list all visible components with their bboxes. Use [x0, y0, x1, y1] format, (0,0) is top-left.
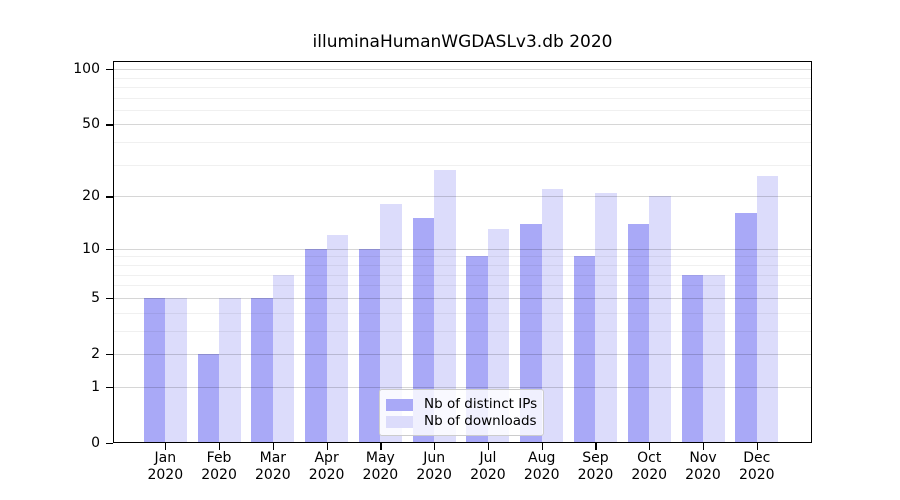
- x-tick-oct-2020: [649, 443, 651, 450]
- y-tick-label-5: 5: [91, 289, 100, 306]
- x-tick-jul-2020: [487, 443, 490, 450]
- x-tick-label-line: Sep: [582, 450, 609, 466]
- x-tick-label-line: 2020: [255, 466, 291, 483]
- y-tick-20: [106, 196, 113, 198]
- x-tick-sep-2020: [595, 443, 597, 450]
- x-tick-label-mar-2020: Mar 2020: [241, 450, 305, 483]
- x-tick-label-line: 2020: [631, 466, 668, 483]
- x-tick-label-line: Jun: [423, 450, 446, 466]
- legend: Nb of distinct IPs Nb of downloads: [379, 389, 544, 436]
- y-tick-2: [106, 353, 113, 356]
- x-tick-label-oct-2020: Oct 2020: [617, 450, 681, 483]
- legend-row-distinct-ips: Nb of distinct IPs: [386, 397, 537, 412]
- x-tick-label-sep-2020: Sep 2020: [563, 450, 627, 483]
- x-tick-dec-2020: [756, 443, 758, 450]
- x-tick-label-line: 2020: [685, 466, 721, 483]
- legend-label-downloads: Nb of downloads: [424, 413, 537, 429]
- x-tick-label-line: Mar: [259, 450, 287, 466]
- x-tick-label-line: 2020: [201, 466, 237, 483]
- y-tick-label-1: 1: [91, 378, 100, 395]
- legend-swatch-distinct-ips: [386, 398, 413, 411]
- x-tick-label-nov-2020: Nov 2020: [671, 450, 735, 483]
- x-tick-label-aug-2020: Aug 2020: [510, 450, 574, 483]
- y-tick-0: [106, 443, 113, 445]
- legend-row-downloads: Nb of downloads: [386, 414, 537, 429]
- x-tick-feb-2020: [219, 443, 221, 450]
- y-tick-label-50: 50: [82, 116, 100, 133]
- y-tick-50: [106, 124, 113, 126]
- x-tick-label-line: Apr: [314, 450, 339, 466]
- x-tick-label-line: 2020: [523, 466, 560, 483]
- x-tick-label-jul-2020: Jul 2020: [456, 450, 520, 483]
- x-tick-label-dec-2020: Dec 2020: [725, 450, 789, 483]
- x-tick-label-line: 2020: [577, 466, 614, 483]
- x-tick-label-jun-2020: Jun 2020: [402, 450, 466, 483]
- y-tick-5: [106, 297, 113, 300]
- y-tick-label-20: 20: [82, 188, 100, 205]
- plot-frame: [113, 61, 812, 443]
- y-tick-1: [106, 386, 113, 389]
- x-tick-label-line: 2020: [416, 466, 452, 483]
- x-tick-apr-2020: [326, 443, 328, 450]
- x-tick-label-line: Jan: [154, 450, 177, 466]
- legend-label-distinct-ips: Nb of distinct IPs: [424, 396, 538, 412]
- x-tick-label-line: Aug: [528, 450, 556, 466]
- x-tick-label-jan-2020: Jan 2020: [133, 450, 197, 483]
- y-tick-100: [106, 69, 113, 71]
- x-tick-nov-2020: [703, 443, 705, 450]
- x-tick-label-line: Nov: [689, 450, 717, 466]
- chart-title: illuminaHumanWGDASLv3.db 2020: [312, 32, 613, 52]
- x-tick-jan-2020: [165, 443, 167, 450]
- y-tick-label-2: 2: [91, 345, 100, 362]
- y-tick-label-10: 10: [82, 240, 100, 257]
- x-tick-label-line: 2020: [470, 466, 506, 483]
- y-tick-label-100: 100: [73, 61, 100, 78]
- x-tick-label-line: May: [365, 450, 395, 466]
- x-tick-label-line: 2020: [362, 466, 399, 483]
- x-tick-aug-2020: [541, 443, 543, 450]
- legend-swatch-downloads: [386, 415, 413, 428]
- x-tick-label-apr-2020: Apr 2020: [295, 450, 359, 483]
- x-tick-label-line: Feb: [206, 450, 232, 466]
- x-tick-label-line: Dec: [743, 450, 771, 466]
- x-tick-label-line: 2020: [308, 466, 345, 483]
- x-tick-label-feb-2020: Feb 2020: [187, 450, 251, 483]
- y-tick-label-0: 0: [91, 435, 100, 451]
- x-tick-label-line: Oct: [637, 450, 662, 466]
- y-tick-10: [106, 248, 113, 250]
- x-tick-label-line: 2020: [738, 466, 775, 483]
- x-tick-label-line: 2020: [147, 466, 184, 483]
- x-tick-label-line: Jul: [479, 450, 497, 466]
- x-tick-label-may-2020: May 2020: [348, 450, 412, 483]
- x-tick-may-2020: [380, 443, 382, 450]
- x-tick-mar-2020: [272, 443, 275, 450]
- x-tick-jun-2020: [434, 443, 436, 450]
